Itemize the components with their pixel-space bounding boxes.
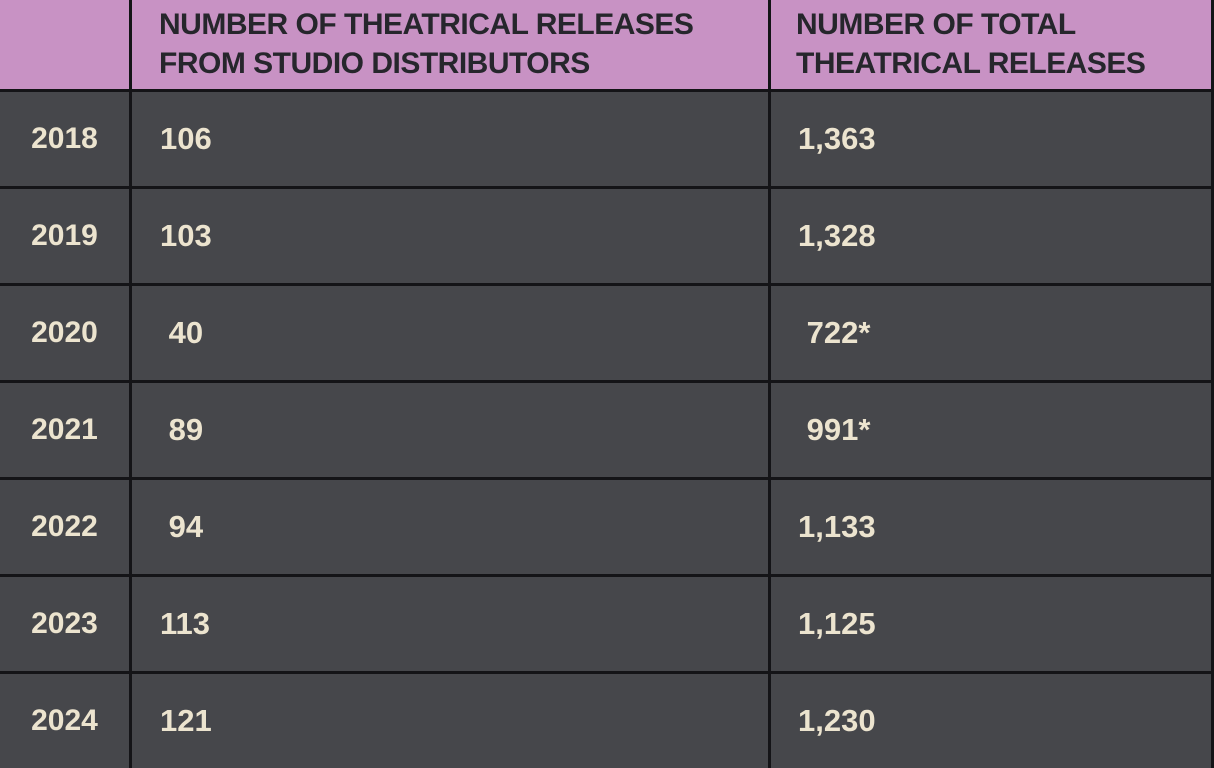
year-cell: 2018 bbox=[0, 89, 132, 186]
header-studio-line2: FROM STUDIO DISTRIBUTORS bbox=[159, 47, 590, 80]
total-releases-cell: 1,230 bbox=[771, 671, 1214, 768]
header-studio-line1: NUMBER OF THEATRICAL RELEASES bbox=[159, 8, 694, 41]
studio-releases-cell: 121 bbox=[132, 671, 771, 768]
studio-releases-cell: 89 bbox=[132, 380, 771, 477]
total-releases-cell: 1,328 bbox=[771, 186, 1214, 283]
year-cell: 2019 bbox=[0, 186, 132, 283]
total-releases-cell: 722* bbox=[771, 283, 1214, 380]
header-total-releases: NUMBER OF TOTAL THEATRICAL RELEASES bbox=[771, 0, 1214, 89]
total-releases-cell: 1,133 bbox=[771, 477, 1214, 574]
total-releases-cell: 991* bbox=[771, 380, 1214, 477]
header-total-line2: THEATRICAL RELEASES bbox=[796, 47, 1146, 80]
header-year-cell bbox=[0, 0, 132, 89]
year-cell: 2021 bbox=[0, 380, 132, 477]
studio-releases-cell: 94 bbox=[132, 477, 771, 574]
studio-releases-cell: 40 bbox=[132, 283, 771, 380]
total-releases-cell: 1,363 bbox=[771, 89, 1214, 186]
header-total-line1: NUMBER OF TOTAL bbox=[796, 8, 1076, 41]
studio-releases-cell: 103 bbox=[132, 186, 771, 283]
year-cell: 2020 bbox=[0, 283, 132, 380]
studio-releases-cell: 106 bbox=[132, 89, 771, 186]
year-cell: 2023 bbox=[0, 574, 132, 671]
year-cell: 2022 bbox=[0, 477, 132, 574]
studio-releases-cell: 113 bbox=[132, 574, 771, 671]
total-releases-cell: 1,125 bbox=[771, 574, 1214, 671]
header-studio-releases: NUMBER OF THEATRICAL RELEASES FROM STUDI… bbox=[132, 0, 771, 89]
year-cell: 2024 bbox=[0, 671, 132, 768]
